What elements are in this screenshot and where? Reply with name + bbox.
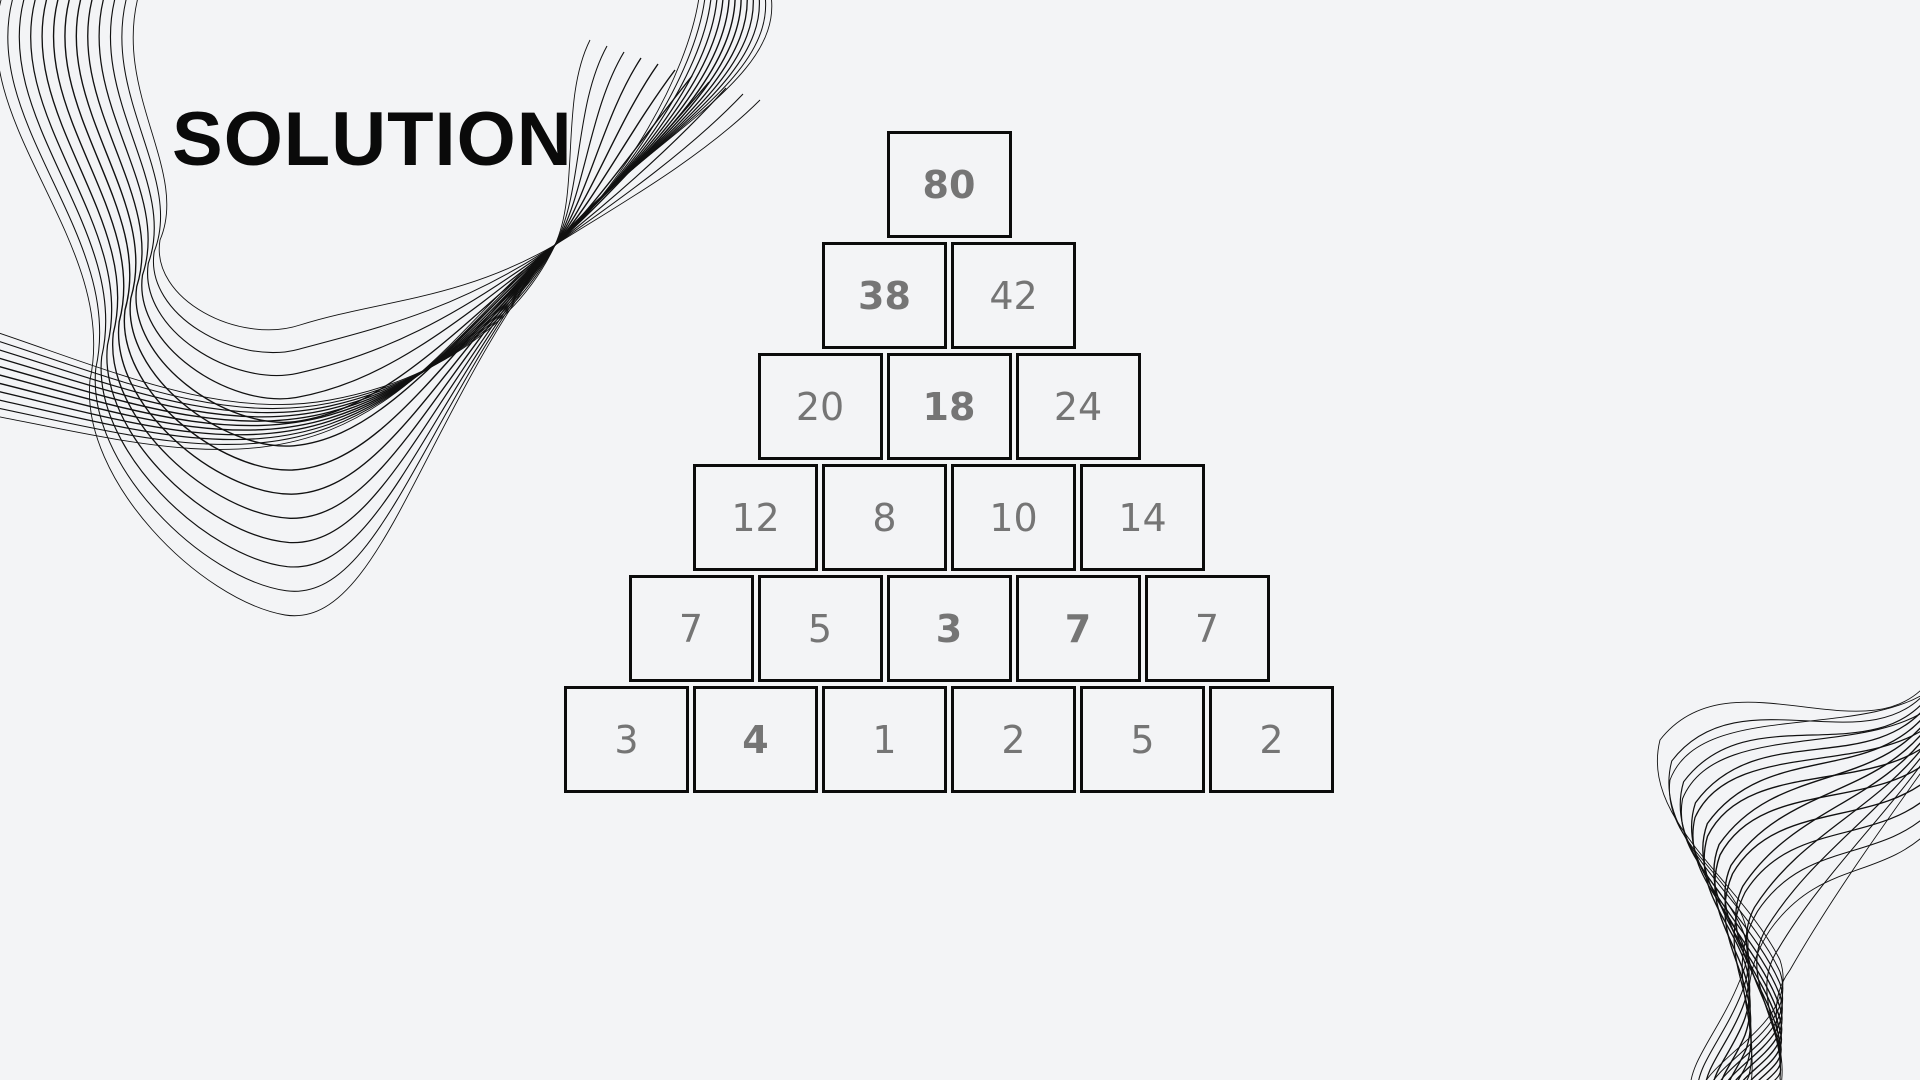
pyramid-cell: 5 [757,575,883,682]
pyramid-cell: 7 [1015,575,1141,682]
pyramid-cell: 5 [1080,686,1205,793]
pyramid-cell: 2 [951,686,1076,793]
pyramid-cell: 80 [886,131,1012,238]
page-title: SOLUTION [172,97,573,182]
pyramid-cell: 20 [757,353,883,460]
pyramid-cell: 10 [951,464,1076,571]
pyramid-cell: 4 [693,686,818,793]
pyramid-cell: 42 [951,242,1076,349]
pyramid-cell: 14 [1080,464,1205,571]
pyramid-cell: 7 [628,575,754,682]
pyramid-cell: 24 [1015,353,1141,460]
pyramid-cell: 3 [564,686,689,793]
pyramid-cell: 2 [1209,686,1334,793]
pyramid-cell: 1 [822,686,947,793]
pyramid-cell: 8 [822,464,947,571]
pyramid-cell: 38 [822,242,947,349]
pyramid-cell: 7 [1144,575,1270,682]
pyramid-cell: 12 [693,464,818,571]
pyramid-cell: 18 [886,353,1012,460]
pyramid-cell: 3 [886,575,1012,682]
